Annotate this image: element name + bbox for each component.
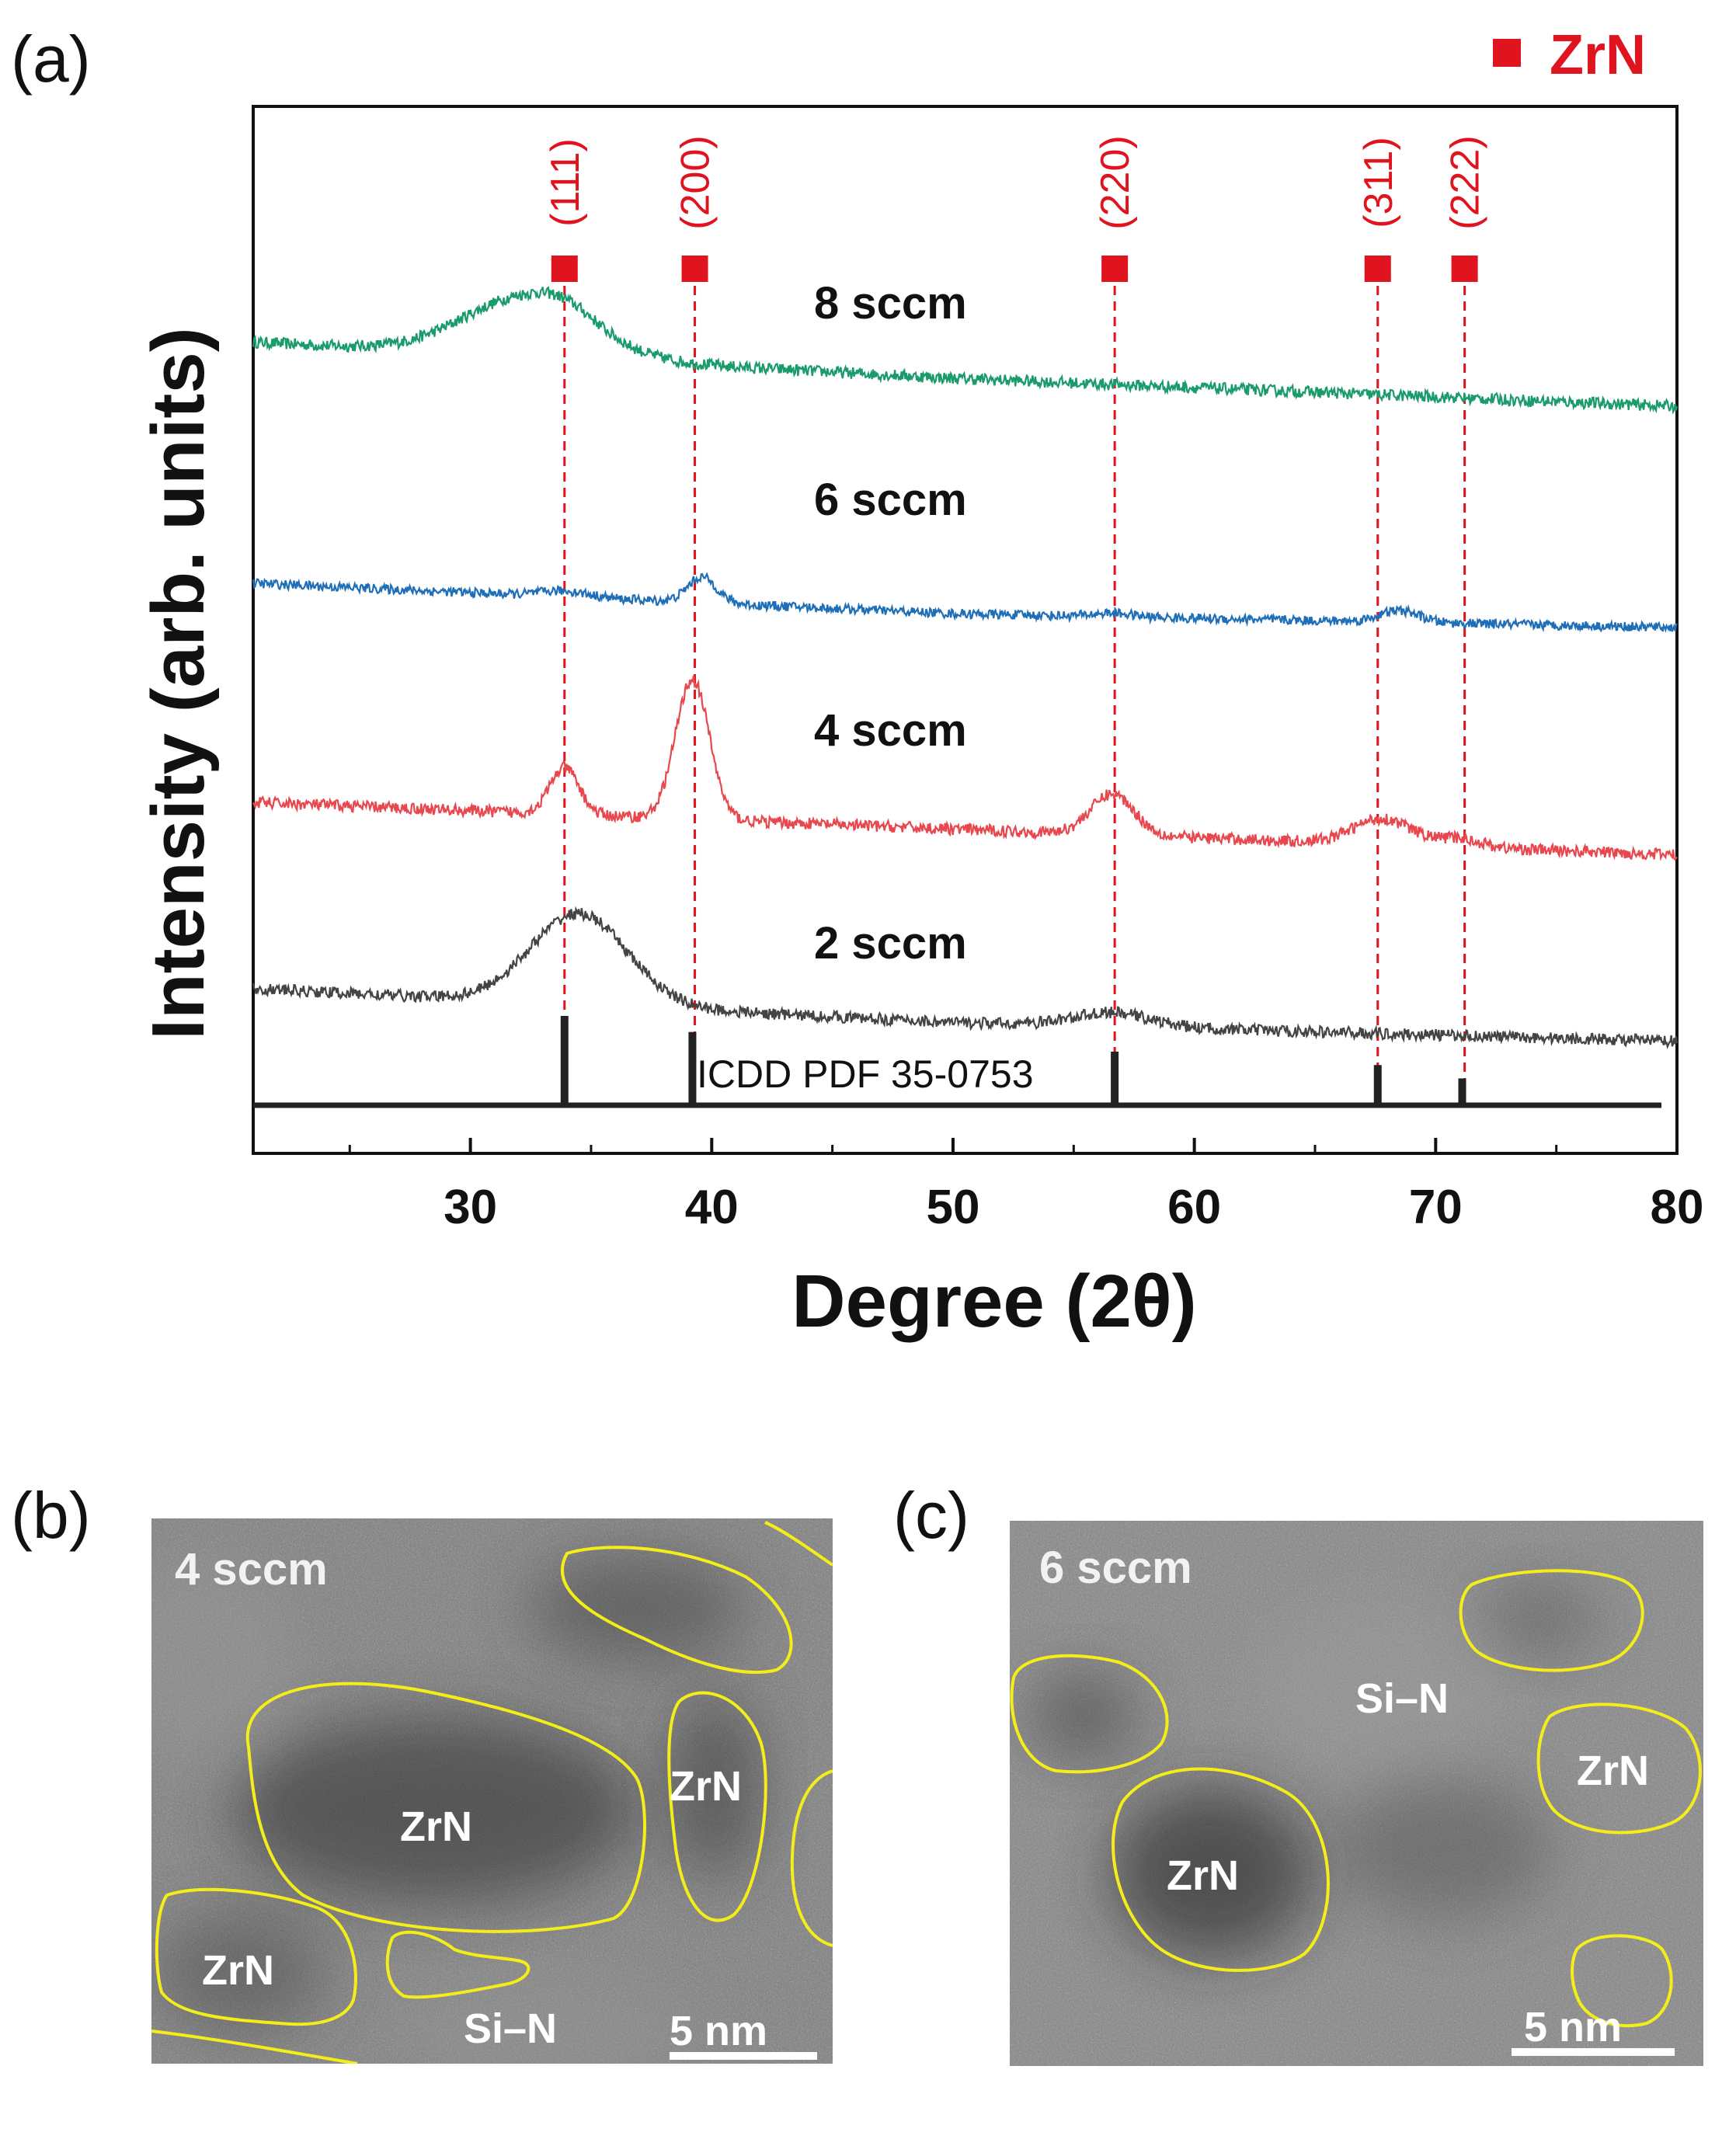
x-tick-label: 70 [1409,1181,1463,1234]
series-line-4sccm [252,675,1678,861]
hkl-marker [1364,256,1391,282]
grain-outline [1112,1767,1330,1972]
tem-c-scale-bar [1512,2048,1675,2056]
x-tick-label: 60 [1167,1181,1221,1234]
series-label-8sccm: 8 sccm [814,278,967,329]
tem-c-zrn-label: ZrN [1167,1852,1239,1899]
x-tick-label: 50 [926,1181,979,1234]
y-axis-title: Intensity (arb. units) [137,327,220,1039]
grain-outline [1536,1703,1702,1835]
x-axis-title: Degree (2θ) [791,1260,1196,1343]
series-line-2sccm [252,906,1679,1049]
grain-outline [1459,1569,1644,1672]
tem-b-scale-bar [670,2052,817,2060]
hkl-marker [1451,256,1478,282]
grain-outline [764,1521,833,1567]
series-line-8sccm [252,286,1679,415]
legend-marker [1493,39,1521,67]
panel-label-a: (a) [11,23,91,96]
tem-b-zrn-label: ZrN [202,1947,274,1994]
series-label-2sccm: 2 sccm [814,918,967,969]
hkl-label: (111) [543,138,588,227]
legend: ZrN [1493,24,1646,86]
reference-stick [1458,1078,1466,1105]
hkl-label: (222) [1443,135,1488,229]
grain-outlines-c [1010,1569,1702,2028]
xrd-chart: (111) (200) (220) (311) (222) 30 40 50 60 70 80 8… [137,105,1704,1343]
tem-b-condition: 4 sccm [175,1544,328,1595]
grain-outline [385,1930,531,1999]
grain-outline [151,2029,358,2064]
hkl-marker [681,256,708,282]
series-line-6sccm [252,572,1678,633]
tem-b-matrix-label: Si–N [464,2005,557,2052]
tem-c-scale-label: 5 nm [1524,2004,1622,2050]
tem-b-zrn-label: ZrN [670,1763,742,1810]
tem-b-scale-label: 5 nm [670,2008,767,2054]
tem-c-zrn-label: ZrN [1577,1748,1649,1794]
hkl-marker [1101,256,1129,282]
grain-outline [560,1546,793,1675]
tem-c-condition: 6 sccm [1039,1543,1192,1593]
grain-outlines-b [151,1521,833,2064]
plot-frame [252,105,1679,1155]
tem-b-zrn-label: ZrN [400,1803,472,1850]
x-tick-label: 80 [1651,1181,1704,1234]
hkl-label: (220) [1093,135,1138,229]
x-tick-label: 40 [685,1181,739,1234]
series-label-6sccm: 6 sccm [814,475,967,525]
grain-outline [1010,1654,1169,1774]
panel-label-b: (b) [11,1479,91,1552]
reference-stick [1111,1052,1119,1105]
grain-outline [1571,1934,1673,2028]
reference-label: ICDD PDF 35-0753 [697,1052,1034,1096]
hkl-label: (200) [673,135,718,229]
reference-stick [688,1031,697,1105]
hkl-label: (311) [1356,137,1401,228]
legend-label: ZrN [1550,24,1646,86]
tem-image-b: 4 sccm ZrN ZrN ZrN Si–N 5 nm [151,1518,833,2064]
series-layer [252,286,1679,1049]
reference-pattern [253,1016,1661,1108]
hkl-marker [551,256,578,282]
panel-label-c: (c) [893,1479,969,1552]
grain-outline [790,1769,833,1947]
reference-stick [560,1016,569,1105]
hkl-layer: (111) (200) (220) (311) (222) [543,135,1488,1105]
tem-c-matrix-label: Si–N [1355,1675,1449,1722]
grain-outline [245,1682,646,1933]
series-label-4sccm: 4 sccm [814,705,967,756]
grain-outline [667,1691,767,1922]
reference-stick [1373,1065,1382,1105]
x-tick-label: 30 [444,1181,497,1234]
x-axis: 30 40 50 60 70 80 [348,1138,1704,1234]
grain-outline [155,1887,357,2026]
tem-image-c: 6 sccm Si–N ZrN ZrN 5 nm [1010,1521,1703,2066]
